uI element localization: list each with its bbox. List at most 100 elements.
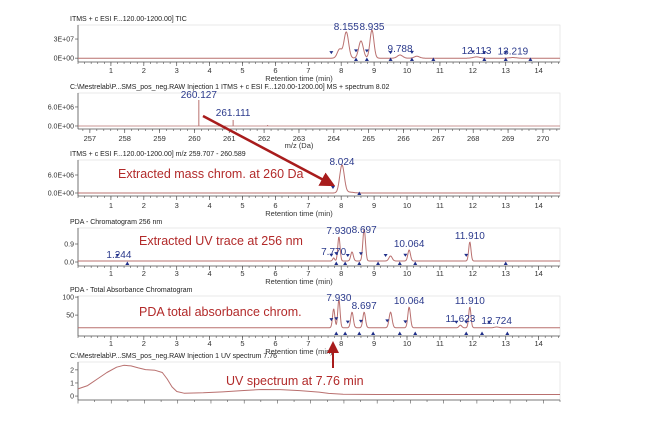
peak-end-marker bbox=[334, 261, 339, 265]
x-axis-label: Retention time (min) bbox=[265, 347, 333, 356]
peak-end-marker bbox=[397, 331, 402, 335]
x-tick-label: 13 bbox=[502, 339, 510, 348]
peak-start-marker bbox=[329, 318, 334, 322]
x-tick-label: 13 bbox=[502, 201, 510, 210]
peak-end-marker bbox=[371, 331, 376, 335]
peak-end-marker bbox=[357, 191, 362, 195]
y-tick-label: 100 bbox=[62, 295, 74, 302]
peak-label: 8.697 bbox=[352, 301, 377, 312]
peak-label: 10.064 bbox=[394, 296, 425, 307]
peak-label: 1.244 bbox=[106, 250, 131, 261]
peak-end-marker bbox=[505, 331, 510, 335]
arrow-ms-to-eic bbox=[202, 114, 336, 187]
peak-start-marker bbox=[329, 253, 334, 257]
peak-label: 11.910 bbox=[455, 231, 485, 242]
x-tick-label: 259 bbox=[153, 134, 166, 143]
x-tick-label: 11 bbox=[436, 269, 444, 278]
peak-label: 12.724 bbox=[481, 316, 512, 327]
peak-start-marker bbox=[454, 320, 459, 324]
peak-start-marker bbox=[409, 50, 414, 54]
peak-start-marker bbox=[388, 51, 393, 55]
chromatogram-trace bbox=[78, 299, 560, 329]
x-tick-label: 3 bbox=[175, 201, 179, 210]
peak-label: 11.623 bbox=[445, 314, 475, 325]
peak-label: 8.155 bbox=[334, 22, 359, 33]
plot-frame bbox=[77, 92, 561, 130]
y-tick-label: 0.9 bbox=[64, 242, 74, 249]
x-tick-label: 4 bbox=[208, 201, 212, 210]
peak-start-marker bbox=[358, 319, 363, 323]
panel-3: ITMS + c ESI F...120.00-1200.00] m/z 259… bbox=[48, 151, 561, 218]
x-tick-label: 266 bbox=[397, 134, 410, 143]
peak-label: 12.113 bbox=[462, 46, 492, 57]
peak-start-marker bbox=[345, 253, 350, 257]
peak-end-marker bbox=[503, 57, 508, 61]
peak-end-marker bbox=[334, 331, 339, 335]
x-tick-label: 12 bbox=[469, 201, 477, 210]
x-tick-label: 264 bbox=[328, 134, 341, 143]
peak-label: 8.935 bbox=[359, 22, 384, 33]
x-tick-label: 6 bbox=[273, 201, 277, 210]
peak-start-marker bbox=[464, 320, 469, 324]
peak-end-marker bbox=[413, 331, 418, 335]
x-tick-label: 8 bbox=[339, 201, 343, 210]
peak-start-marker bbox=[482, 51, 487, 55]
peak-end-marker bbox=[125, 261, 130, 265]
x-tick-label: 7 bbox=[306, 339, 310, 348]
panel-title: ITMS + c ESI F...120.00-1200.00] TIC bbox=[70, 16, 187, 23]
y-tick-label: 6.0E+06 bbox=[48, 173, 74, 180]
peak-end-marker bbox=[376, 261, 381, 265]
x-tick-label: 14 bbox=[534, 269, 542, 278]
peak-label: 260.127 bbox=[181, 90, 218, 101]
peak-start-marker bbox=[330, 185, 335, 189]
x-tick-label: 2 bbox=[142, 66, 146, 75]
peak-end-marker bbox=[364, 57, 369, 61]
peak-label: 7.930 bbox=[326, 293, 351, 304]
panel-title: ITMS + c ESI F...120.00-1200.00] m/z 259… bbox=[70, 151, 246, 158]
peak-start-marker bbox=[383, 253, 388, 257]
peak-start-marker bbox=[385, 319, 390, 323]
peak-label: 9.788 bbox=[388, 44, 413, 55]
panel-1: ITMS + c ESI F...120.00-1200.00] TIC 3E+0… bbox=[54, 16, 561, 83]
peak-start-marker bbox=[115, 254, 120, 257]
peak-end-marker bbox=[480, 331, 485, 335]
peak-label: 7.930 bbox=[326, 226, 351, 237]
peak-end-marker bbox=[343, 261, 348, 265]
peak-end-marker bbox=[431, 57, 436, 61]
y-tick-label: 0E+00 bbox=[54, 56, 75, 63]
x-tick-label: 261 bbox=[223, 134, 236, 143]
x-tick-label: 1 bbox=[109, 269, 113, 278]
x-tick-label: 262 bbox=[258, 134, 271, 143]
x-tick-label: 6 bbox=[273, 269, 277, 278]
x-tick-label: 9 bbox=[372, 66, 376, 75]
peak-start-marker bbox=[334, 252, 339, 256]
x-tick-label: 12 bbox=[469, 269, 477, 278]
x-tick-label: 268 bbox=[467, 134, 480, 143]
x-tick-label: 5 bbox=[240, 66, 244, 75]
x-tick-label: 4 bbox=[208, 339, 212, 348]
uv-spectrum-trace bbox=[77, 364, 560, 395]
annotation-mass-chrom: Extracted mass chrom. at 260 Da bbox=[118, 167, 304, 181]
x-tick-label: 270 bbox=[537, 134, 550, 143]
peak-start-marker bbox=[470, 50, 475, 54]
peak-label: 13.219 bbox=[498, 47, 529, 58]
x-tick-label: 267 bbox=[432, 134, 445, 143]
x-tick-label: 257 bbox=[84, 134, 97, 143]
x-tick-label: 6 bbox=[273, 66, 277, 75]
x-tick-label: 3 bbox=[175, 339, 179, 348]
x-tick-label: 5 bbox=[240, 339, 244, 348]
y-tick-label: 1 bbox=[70, 380, 74, 387]
x-tick-label: 6 bbox=[273, 339, 277, 348]
peak-end-marker bbox=[357, 261, 362, 265]
x-tick-label: 10 bbox=[403, 339, 411, 348]
x-tick-label: 8 bbox=[339, 269, 343, 278]
x-tick-label: 11 bbox=[436, 201, 444, 210]
x-tick-label: 3 bbox=[175, 66, 179, 75]
x-tick-label: 9 bbox=[372, 201, 376, 210]
peak-end-marker bbox=[409, 57, 414, 61]
x-tick-label: 14 bbox=[534, 339, 542, 348]
x-axis-label: Retention time (min) bbox=[265, 209, 333, 218]
x-tick-label: 10 bbox=[403, 66, 411, 75]
